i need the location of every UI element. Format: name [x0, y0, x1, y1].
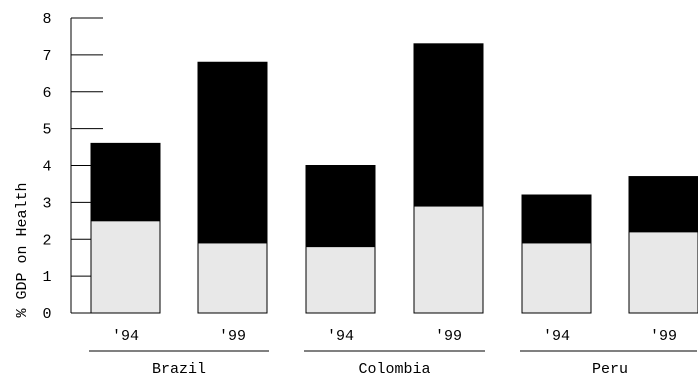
y-tick-label: 0: [42, 306, 51, 323]
y-tick-label: 3: [42, 195, 51, 212]
x-tick-label: '94: [327, 328, 354, 345]
x-tick-label: '99: [219, 328, 246, 345]
x-tick-label: '99: [650, 328, 677, 345]
y-tick-label: 7: [42, 48, 51, 65]
bar-segment-bottom: [197, 242, 268, 314]
y-ticks: 0 1 2 3 4 5 6 7 8: [42, 11, 103, 323]
bar-segment-top: [197, 61, 268, 244]
bar-segment-top: [521, 194, 592, 244]
group-label: Colombia: [358, 361, 430, 377]
bar-segment-top: [628, 176, 698, 233]
y-tick-label: 5: [42, 122, 51, 139]
bar-segment-bottom: [413, 205, 484, 314]
y-tick-label: 4: [42, 159, 51, 176]
y-tick-label: 2: [42, 232, 51, 249]
x-tick-label: '94: [543, 328, 570, 345]
group-label: Peru: [592, 361, 628, 377]
bar-segment-bottom: [90, 220, 161, 314]
bar-segment-bottom: [628, 231, 698, 314]
bar-segment-bottom: [305, 246, 376, 314]
bar-segment-bottom: [521, 242, 592, 314]
bar-segment-top: [413, 43, 484, 207]
y-tick-label: 8: [42, 11, 51, 28]
group-label: Brazil: [152, 361, 206, 377]
y-tick-label: 6: [42, 85, 51, 102]
y-tick-label: 1: [42, 269, 51, 286]
x-tick-label: '94: [112, 328, 139, 345]
bar-segment-top: [90, 142, 161, 222]
y-axis-label: % GDP on Health: [14, 182, 31, 317]
x-tick-label: '99: [435, 328, 462, 345]
bar-segment-top: [305, 165, 376, 248]
bars: [90, 43, 698, 314]
